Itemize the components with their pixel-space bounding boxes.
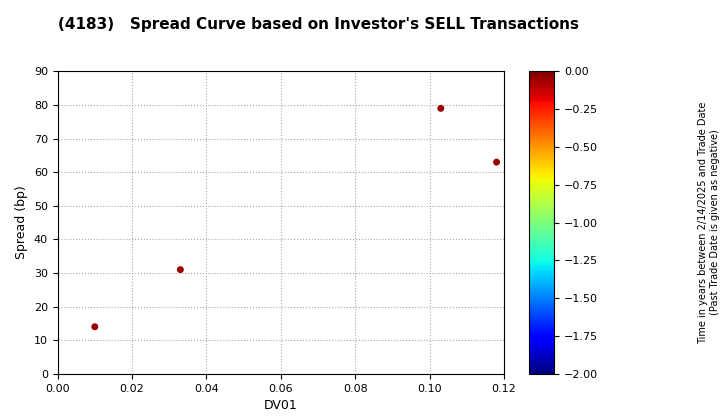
Point bbox=[491, 159, 503, 165]
Point bbox=[89, 323, 101, 330]
Text: (4183)   Spread Curve based on Investor's SELL Transactions: (4183) Spread Curve based on Investor's … bbox=[58, 17, 579, 32]
Point bbox=[174, 266, 186, 273]
Point bbox=[435, 105, 446, 112]
X-axis label: DV01: DV01 bbox=[264, 399, 297, 412]
Y-axis label: Spread (bp): Spread (bp) bbox=[15, 186, 28, 260]
Text: Time in years between 2/14/2025 and Trade Date
(Past Trade Date is given as nega: Time in years between 2/14/2025 and Trad… bbox=[698, 101, 720, 344]
